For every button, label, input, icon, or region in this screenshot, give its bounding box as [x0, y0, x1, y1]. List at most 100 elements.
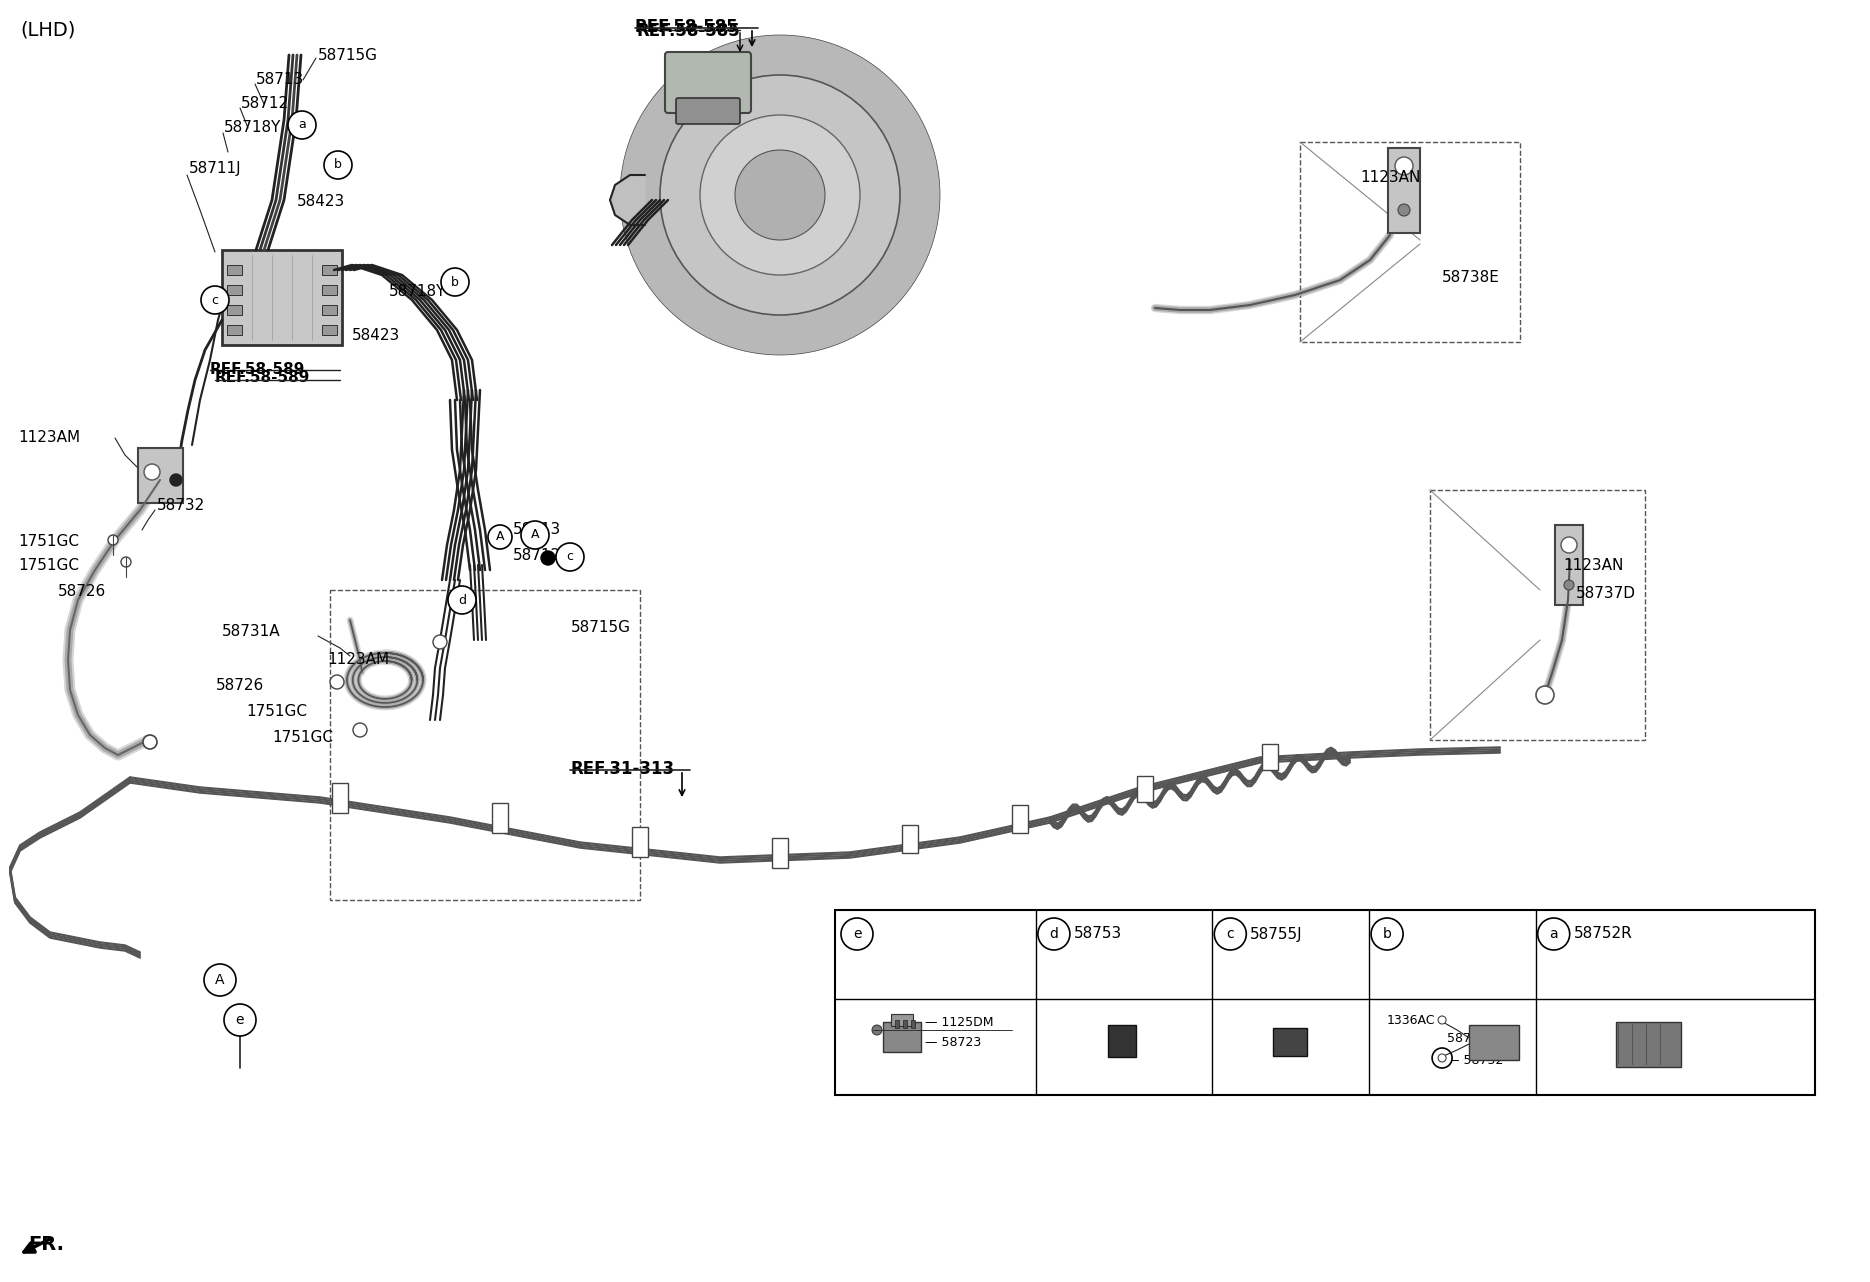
Text: a: a	[1550, 927, 1558, 941]
Text: REF.58-589: REF.58-589	[215, 370, 310, 385]
Bar	[329, 590, 640, 900]
Circle shape	[1214, 918, 1245, 950]
Bar	[138, 447, 183, 503]
Text: 58718Y: 58718Y	[389, 283, 447, 299]
Bar	[911, 1020, 914, 1028]
Text: A: A	[215, 973, 224, 987]
Circle shape	[1438, 1054, 1446, 1061]
Bar	[322, 305, 337, 315]
Text: REF.58-585: REF.58-585	[636, 22, 741, 40]
Circle shape	[170, 474, 181, 486]
Text: 58712: 58712	[241, 95, 290, 110]
Circle shape	[441, 268, 469, 296]
Bar	[903, 1020, 907, 1028]
Text: 58726: 58726	[58, 583, 107, 599]
Bar	[836, 910, 1816, 1095]
Circle shape	[555, 544, 583, 570]
Text: a: a	[297, 118, 307, 132]
Text: 58753: 58753	[1073, 927, 1122, 941]
Text: c: c	[1440, 1053, 1446, 1063]
Circle shape	[735, 150, 825, 240]
Circle shape	[204, 964, 236, 996]
Circle shape	[1535, 686, 1554, 704]
Text: REF.58-585: REF.58-585	[636, 18, 739, 36]
Bar	[896, 1020, 899, 1028]
Text: d: d	[458, 594, 466, 606]
Text: 1123AM: 1123AM	[19, 431, 80, 446]
Circle shape	[144, 464, 161, 479]
Circle shape	[324, 151, 352, 179]
Text: 58718Y: 58718Y	[224, 121, 280, 136]
Circle shape	[288, 112, 316, 138]
Circle shape	[200, 286, 228, 314]
Circle shape	[1399, 204, 1410, 215]
FancyBboxPatch shape	[666, 53, 752, 113]
Bar	[1012, 805, 1028, 833]
Bar	[226, 305, 241, 315]
Circle shape	[540, 551, 555, 565]
Circle shape	[329, 676, 344, 688]
Bar	[883, 1022, 922, 1053]
Text: A: A	[496, 531, 505, 544]
Text: A: A	[531, 528, 539, 541]
Text: 58715G: 58715G	[318, 47, 378, 63]
Circle shape	[142, 735, 157, 749]
Bar	[226, 326, 241, 335]
Circle shape	[434, 635, 447, 649]
Circle shape	[1432, 1047, 1453, 1068]
Text: 1751GC: 1751GC	[19, 535, 79, 550]
Circle shape	[122, 556, 131, 567]
Circle shape	[1563, 579, 1575, 590]
Bar	[890, 1014, 913, 1026]
Circle shape	[1395, 156, 1414, 176]
Bar	[1273, 1028, 1307, 1056]
Text: e: e	[853, 927, 862, 941]
Text: 58711J: 58711J	[189, 160, 241, 176]
Circle shape	[871, 1026, 883, 1035]
Bar	[1137, 776, 1154, 803]
Text: REF.31-313: REF.31-313	[570, 760, 673, 778]
Text: 1123AN: 1123AN	[1563, 558, 1623, 573]
Bar	[333, 783, 348, 813]
Text: 58732: 58732	[157, 499, 206, 514]
Bar	[322, 265, 337, 276]
Bar	[1388, 147, 1419, 233]
Text: b: b	[451, 276, 458, 288]
Bar	[1300, 142, 1520, 342]
Text: e: e	[236, 1013, 245, 1027]
Text: 58737D: 58737D	[1576, 586, 1636, 600]
Bar	[772, 838, 787, 868]
Text: d: d	[1049, 927, 1058, 941]
Bar	[322, 326, 337, 335]
Text: — 58723: — 58723	[926, 1036, 982, 1049]
Bar	[492, 803, 509, 833]
Circle shape	[353, 723, 367, 737]
Bar	[226, 285, 241, 295]
Circle shape	[108, 535, 118, 545]
Circle shape	[449, 586, 477, 614]
Text: 58712: 58712	[512, 549, 561, 564]
Circle shape	[621, 35, 941, 355]
Text: 58755J: 58755J	[1251, 927, 1303, 941]
Bar	[1616, 1022, 1681, 1067]
Text: 58715G: 58715G	[570, 620, 630, 636]
Text: c: c	[1227, 927, 1234, 941]
Circle shape	[625, 40, 935, 350]
Circle shape	[1561, 537, 1576, 553]
Text: 58738E: 58738E	[1442, 271, 1500, 286]
Bar	[226, 265, 241, 276]
Circle shape	[1371, 918, 1402, 950]
Polygon shape	[610, 176, 645, 226]
Bar	[1109, 1026, 1137, 1056]
Circle shape	[522, 520, 550, 549]
Text: 1751GC: 1751GC	[247, 705, 307, 719]
Bar	[223, 250, 342, 345]
Circle shape	[699, 115, 860, 276]
Text: b: b	[335, 159, 342, 172]
Bar	[1470, 1026, 1518, 1060]
Circle shape	[1537, 918, 1569, 950]
Text: 1751GC: 1751GC	[19, 559, 79, 573]
Text: 58752R: 58752R	[1575, 927, 1633, 941]
Text: 1336AC: 1336AC	[1388, 1014, 1436, 1027]
Text: FR.: FR.	[28, 1236, 64, 1255]
